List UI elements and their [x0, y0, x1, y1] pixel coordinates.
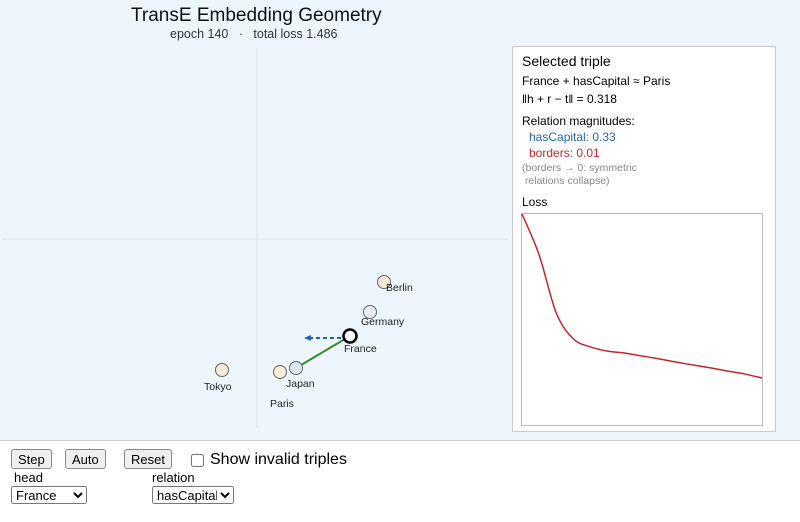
- entity-label: Tokyo: [204, 381, 232, 393]
- checkbox-label: Show invalid triples: [210, 451, 347, 468]
- subtitle: epoch 140 · total loss 1.486: [170, 27, 338, 41]
- embedding-plot: Berlin Germany France Japan Paris Tokyo: [2, 48, 508, 428]
- entity-node: [273, 365, 287, 379]
- total-loss: total loss 1.486: [253, 27, 338, 41]
- entity-label: Paris: [270, 398, 294, 410]
- distance: ‖h + r − t‖ = 0.318: [522, 92, 617, 106]
- entity-node: [289, 361, 303, 375]
- head-label: head: [14, 470, 43, 485]
- arrow-head: [304, 335, 311, 341]
- invalid-checkbox[interactable]: [191, 454, 204, 467]
- relation-label: relation: [152, 470, 195, 485]
- entity-label: Japan: [286, 378, 315, 390]
- relation-vector: [295, 335, 351, 369]
- entity-node: [377, 275, 391, 289]
- reset-button[interactable]: Reset: [124, 449, 172, 469]
- entity-label: Berlin: [386, 282, 413, 294]
- loss-label: Loss: [522, 195, 548, 209]
- note: relations collapse): [522, 175, 610, 187]
- epoch: epoch 140: [170, 27, 229, 41]
- note: (borders → 0: symmetric: [522, 162, 637, 174]
- entity-label: Germany: [361, 316, 405, 328]
- magnitude: hasCapital: 0.33: [529, 130, 616, 144]
- step-button[interactable]: Step: [11, 449, 52, 469]
- loss-curve: [521, 213, 763, 379]
- entity-node: [342, 328, 358, 344]
- entity-node: [363, 305, 377, 319]
- entity-label: France: [344, 343, 377, 355]
- triple: France + hasCapital ≈ Paris: [522, 74, 671, 88]
- panel-heading: Selected triple: [522, 53, 611, 69]
- separator: ·: [238, 27, 243, 41]
- auto-button[interactable]: Auto: [65, 449, 106, 469]
- loss-chart: [521, 213, 763, 426]
- relation-select[interactable]: hasCapital: [152, 486, 234, 504]
- info-panel: Selected triple France + hasCapital ≈ Pa…: [512, 46, 776, 432]
- head-select[interactable]: France: [11, 486, 87, 504]
- magnitude: borders: 0.01: [529, 146, 600, 160]
- entity-node: [215, 363, 229, 377]
- magnitudes-heading: Relation magnitudes:: [522, 114, 635, 128]
- loss-frame: [521, 213, 763, 426]
- title: TransE Embedding Geometry: [131, 5, 382, 26]
